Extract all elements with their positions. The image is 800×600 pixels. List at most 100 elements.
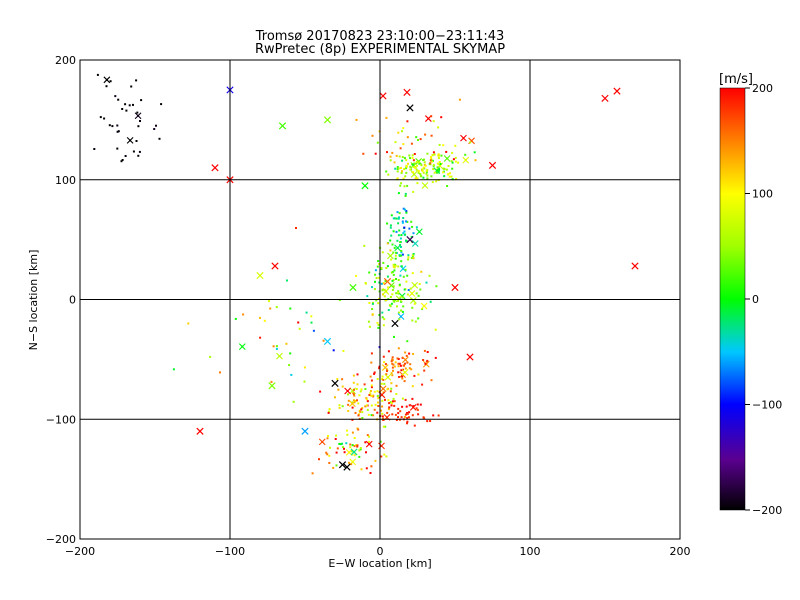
echo-point [410,368,413,371]
echo-point [135,79,138,82]
echo-point [383,295,386,298]
echo-point [341,378,344,381]
echo-point [399,274,402,277]
echo-point [396,166,399,169]
echo-point [397,222,400,225]
echo-point [356,383,359,386]
echo-point [303,380,306,383]
echo-point [390,258,393,261]
echo-point [384,363,387,366]
echo-cross [382,288,390,295]
large-echo-marker [361,182,369,190]
echo-point [437,169,440,172]
echo-point [347,410,350,412]
echo-point [411,225,414,228]
echo-point [288,364,291,367]
echo-point [259,316,261,319]
echo-point [376,395,379,397]
echo-point [385,170,388,173]
echo-point [408,404,411,407]
echo-point [361,417,364,419]
echo-point [409,363,412,366]
echo-point [373,408,376,411]
echo-point [219,371,221,374]
echo-point [393,300,396,303]
echo-point [137,125,140,128]
echo-point [373,390,376,393]
echo-cross [134,112,142,120]
echo-point [369,375,372,378]
echo-point [357,414,360,417]
echo-point [400,167,402,169]
echo-point [440,154,443,157]
echo-point [103,117,106,120]
colorbar-tick-labels: 200 100 0 −100 −200 [745,82,782,517]
echo-point [401,170,403,173]
echo-point [403,288,406,291]
echo-point [403,157,406,160]
echo-point [392,279,395,281]
echo-cross [409,297,417,304]
echo-point [365,404,368,407]
echo-point [430,379,433,382]
echo-point [137,154,140,157]
colorbar [719,87,746,511]
echo-point [438,161,441,163]
echo-point [411,414,414,417]
echo-point [132,103,134,106]
echo-point [401,159,404,162]
echo-point [365,397,368,400]
echo-point [116,130,119,133]
echo-point [365,467,368,470]
echo-point [424,164,427,167]
echo-point [355,388,358,390]
echo-point [382,282,385,285]
echo-point [380,267,383,269]
echo-point [402,207,405,210]
echo-point [187,322,190,325]
echo-point [434,328,437,331]
echo-point [408,416,410,419]
echo-point [405,354,408,357]
large-echo-marker [323,116,332,124]
echo-point [386,222,389,225]
echo-point [398,212,401,215]
echo-cross [409,403,417,411]
echo-point [390,234,393,237]
echo-point [275,345,278,348]
echo-point [335,434,338,437]
echo-point [397,299,400,302]
echo-point [105,85,108,88]
large-echo-marker [301,427,309,435]
echo-point [117,130,120,133]
echo-point [430,134,433,137]
echo-cross [394,244,401,252]
echo-point [371,308,374,310]
echo-point [391,356,394,359]
echo-point [359,390,362,393]
echo-point [401,310,404,313]
echo-point [328,454,331,457]
large-echo-marker [391,319,399,328]
echo-point [93,148,96,150]
echo-cross [402,356,409,364]
echo-point [124,103,127,106]
echo-point [390,372,393,375]
echo-point [394,257,397,260]
echo-point [367,413,370,416]
echo-point [421,168,424,171]
echo-point [423,349,426,352]
echo-point [386,242,389,245]
echo-point [451,167,454,170]
echo-point [381,311,384,314]
echo-point [417,171,420,174]
echo-point [384,299,387,302]
echo-point [399,241,402,244]
colorbar-tick-label: −200 [752,504,782,517]
echo-point [400,300,403,303]
echo-point [387,399,390,402]
echo-point [398,283,401,286]
echo-point [376,265,379,268]
echo-point [469,141,472,144]
echo-point [393,404,396,407]
